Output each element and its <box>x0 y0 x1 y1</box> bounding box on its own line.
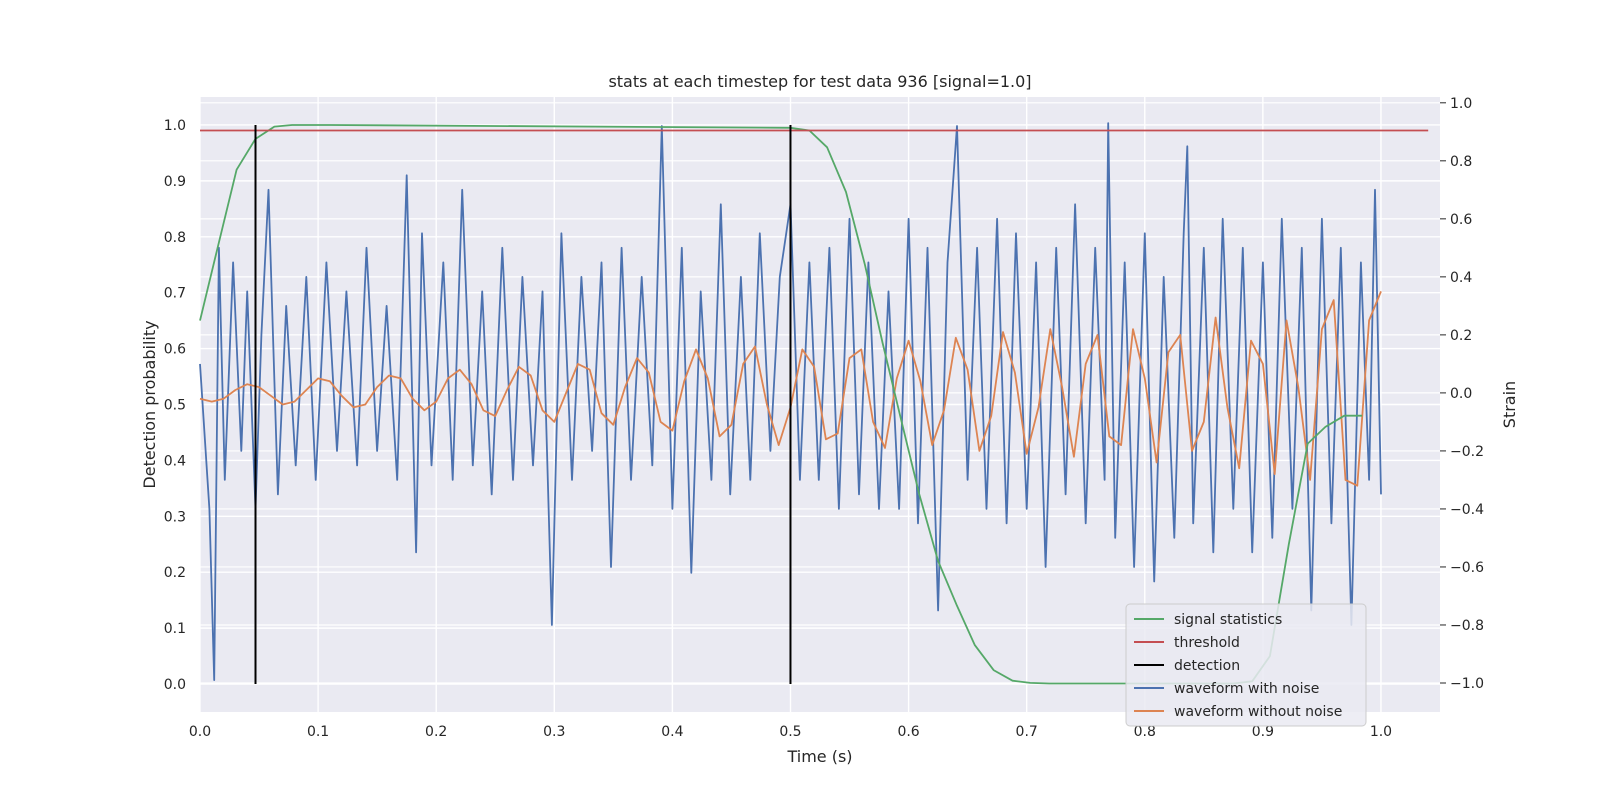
axes: 0.0 0.1 0.2 0.3 0.4 0.5 0.6 0.7 0.8 0.9 1.0 0.0 0.1 0… <box>164 96 1484 740</box>
y-tick-label: 0.5 <box>164 398 186 414</box>
y-tick-label: 0.9 <box>164 174 186 190</box>
y-tick-label: 0.2 <box>164 565 186 581</box>
y-tick-label: 1.0 <box>164 118 186 134</box>
y-right-tick-label: −0.2 <box>1450 444 1484 460</box>
legend-label: signal statistics <box>1174 612 1282 628</box>
x-tick-label: 0.0 <box>189 724 211 740</box>
y-right-tick-label: 0.8 <box>1450 154 1472 170</box>
x-tick-label: 0.2 <box>425 724 447 740</box>
y-axis-label: Detection probability <box>140 320 159 488</box>
legend-label: threshold <box>1174 635 1240 651</box>
y-tick-label: 0.7 <box>164 286 186 302</box>
y-tick-label: 0.3 <box>164 509 186 525</box>
x-tick-label: 0.3 <box>543 724 565 740</box>
y-right-tick-label: −0.8 <box>1450 618 1484 634</box>
x-tick-label: 0.7 <box>1016 724 1038 740</box>
y-right-tick-label: −0.4 <box>1450 502 1484 518</box>
x-tick-label: 0.9 <box>1252 724 1274 740</box>
x-tick-label: 0.8 <box>1134 724 1156 740</box>
legend-label: waveform without noise <box>1174 704 1342 720</box>
y-tick-label: 0.8 <box>164 230 186 246</box>
y-right-tick-label: −0.6 <box>1450 560 1484 576</box>
x-tick-label: 0.1 <box>307 724 329 740</box>
y-right-tick-label: 1.0 <box>1450 96 1472 112</box>
y-tick-label: 0.0 <box>164 677 186 693</box>
y-tick-label: 0.6 <box>164 342 186 358</box>
y-right-tick-label: 0.4 <box>1450 270 1472 286</box>
x-axis-label: Time (s) <box>786 747 852 766</box>
legend-label: waveform with noise <box>1174 681 1319 697</box>
x-tick-label: 0.4 <box>661 724 683 740</box>
legend: signal statistics threshold detection wavef… <box>1125 603 1367 727</box>
x-tick-label: 1.0 <box>1370 724 1392 740</box>
y-tick-label: 0.1 <box>164 621 186 637</box>
legend-box <box>1125 603 1367 727</box>
y-right-tick-label: −1.0 <box>1450 676 1484 692</box>
x-tick-label: 0.6 <box>897 724 919 740</box>
y-right-tick-label: 0.0 <box>1450 386 1472 402</box>
y-axis-right-label: Strain <box>1500 381 1519 428</box>
y-tick-label: 0.4 <box>164 453 186 469</box>
legend-label: detection <box>1174 658 1240 674</box>
y-right-tick-label: 0.6 <box>1450 212 1472 228</box>
chart-title: stats at each timestep for test data 936… <box>608 72 1031 91</box>
y-right-tick-label: 0.2 <box>1450 328 1472 344</box>
x-tick-label: 0.5 <box>779 724 801 740</box>
